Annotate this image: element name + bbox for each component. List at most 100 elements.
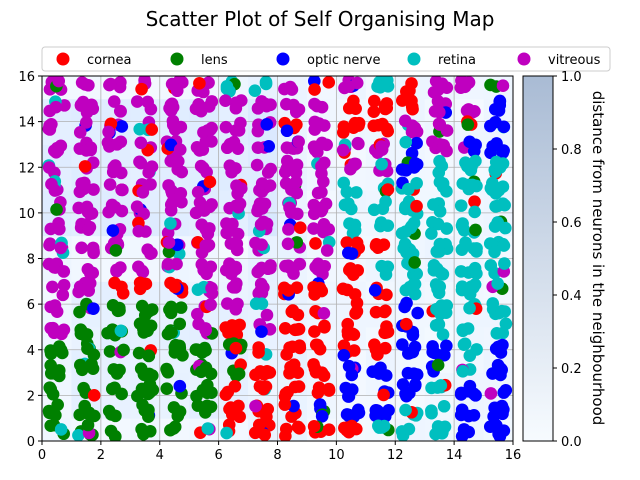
- scatter-point: [430, 245, 444, 258]
- scatter-point: [395, 227, 409, 240]
- scatter-point: [259, 76, 273, 89]
- scatter-point: [456, 217, 469, 230]
- scatter-point: [488, 220, 502, 233]
- scatter-point: [161, 327, 175, 341]
- colorbar-tick-label: 0.4: [561, 289, 582, 304]
- scatter-point: [425, 404, 438, 417]
- scatter-point: [293, 257, 307, 271]
- scatter-point: [463, 301, 476, 315]
- scatter-point: [435, 77, 449, 90]
- scatter-point: [82, 223, 95, 237]
- scatter-point: [349, 307, 362, 320]
- scatter-point: [204, 400, 218, 414]
- scatter-point: [164, 103, 178, 116]
- colorbar-tick-label: 0.2: [561, 362, 582, 377]
- scatter-point: [399, 403, 412, 417]
- scatter-point: [142, 410, 155, 424]
- scatter-point: [470, 242, 483, 255]
- scatter-point: [200, 386, 214, 400]
- scatter-point: [492, 340, 506, 354]
- scatter-point: [85, 357, 98, 371]
- scatter-point: [258, 428, 272, 441]
- scatter-point: [160, 382, 174, 395]
- scatter-point: [113, 104, 127, 118]
- scatter-point: [496, 180, 510, 194]
- scatter-point: [433, 205, 447, 218]
- scatter-point: [81, 205, 95, 219]
- scatter-point: [291, 366, 305, 379]
- scatter-point: [463, 349, 477, 362]
- scatter-point: [345, 247, 359, 260]
- scatter-point: [53, 222, 66, 236]
- scatter-point: [396, 94, 409, 107]
- scatter-point: [137, 207, 150, 221]
- scatter-point: [282, 259, 295, 273]
- x-tick-label: 16: [505, 448, 522, 463]
- scatter-point: [307, 420, 321, 433]
- scatter-point: [173, 339, 186, 353]
- scatter-point: [408, 256, 421, 269]
- scatter-point: [175, 165, 189, 179]
- scatter-point: [132, 224, 146, 238]
- scatter-point: [496, 146, 510, 160]
- scatter-point: [381, 183, 395, 196]
- scatter-point: [408, 379, 422, 393]
- scatter-point: [458, 337, 472, 351]
- scatter-point: [222, 326, 235, 340]
- scatter-point: [425, 227, 438, 240]
- scatter-point: [463, 287, 477, 301]
- scatter-point: [226, 280, 240, 294]
- scatter-point: [174, 186, 188, 200]
- scatter-point: [74, 358, 87, 372]
- scatter-point: [348, 116, 362, 130]
- scatter-point: [498, 257, 511, 270]
- scatter-point: [44, 321, 58, 335]
- scatter-point: [234, 116, 247, 130]
- scatter-point: [280, 124, 294, 138]
- colorbar: 0.0 0.2 0.4 0.6 0.8 1.0 distance from neurons …: [522, 70, 607, 450]
- x-tick-label: 12: [387, 448, 404, 463]
- scatter-point: [374, 361, 387, 375]
- scatter-point: [433, 349, 447, 362]
- scatter-point: [320, 244, 334, 257]
- scatter-point: [337, 120, 351, 133]
- scatter-point: [231, 297, 244, 311]
- legend-label: vitreous: [548, 53, 601, 68]
- scatter-point: [51, 144, 65, 158]
- scatter-point: [164, 423, 177, 437]
- scatter-point: [136, 185, 150, 199]
- scatter-point: [233, 410, 246, 424]
- y-tick-label: 12: [18, 161, 35, 176]
- legend-box: [41, 46, 611, 72]
- scatter-point: [340, 424, 354, 437]
- scatter-point: [459, 156, 472, 169]
- legend-marker: [407, 52, 421, 66]
- scatter-point: [470, 267, 483, 280]
- scatter-point: [279, 429, 292, 441]
- scatter-point: [467, 408, 481, 422]
- scatter-point: [220, 80, 234, 93]
- scatter-point: [136, 265, 150, 279]
- scatter-point: [396, 378, 410, 391]
- scatter-point: [164, 138, 178, 152]
- scatter-point: [367, 105, 381, 119]
- scatter-point: [350, 296, 364, 310]
- scatter-point: [489, 115, 502, 129]
- scatter-point: [433, 175, 447, 189]
- scatter-point: [86, 266, 100, 280]
- scatter-point: [284, 80, 297, 94]
- scatter-point: [204, 298, 217, 312]
- scatter-point: [78, 78, 92, 91]
- scatter-point: [439, 306, 453, 319]
- scatter-point: [401, 366, 415, 380]
- scatter-point: [81, 342, 94, 356]
- scatter-point: [312, 381, 326, 394]
- scatter-point: [456, 177, 470, 190]
- scatter-point: [228, 379, 242, 393]
- scatter-point: [369, 239, 383, 253]
- scatter-point: [287, 98, 300, 112]
- scatter-point: [116, 286, 130, 300]
- scatter-point: [196, 143, 210, 156]
- scatter-point: [399, 164, 413, 177]
- scatter-point: [87, 389, 101, 402]
